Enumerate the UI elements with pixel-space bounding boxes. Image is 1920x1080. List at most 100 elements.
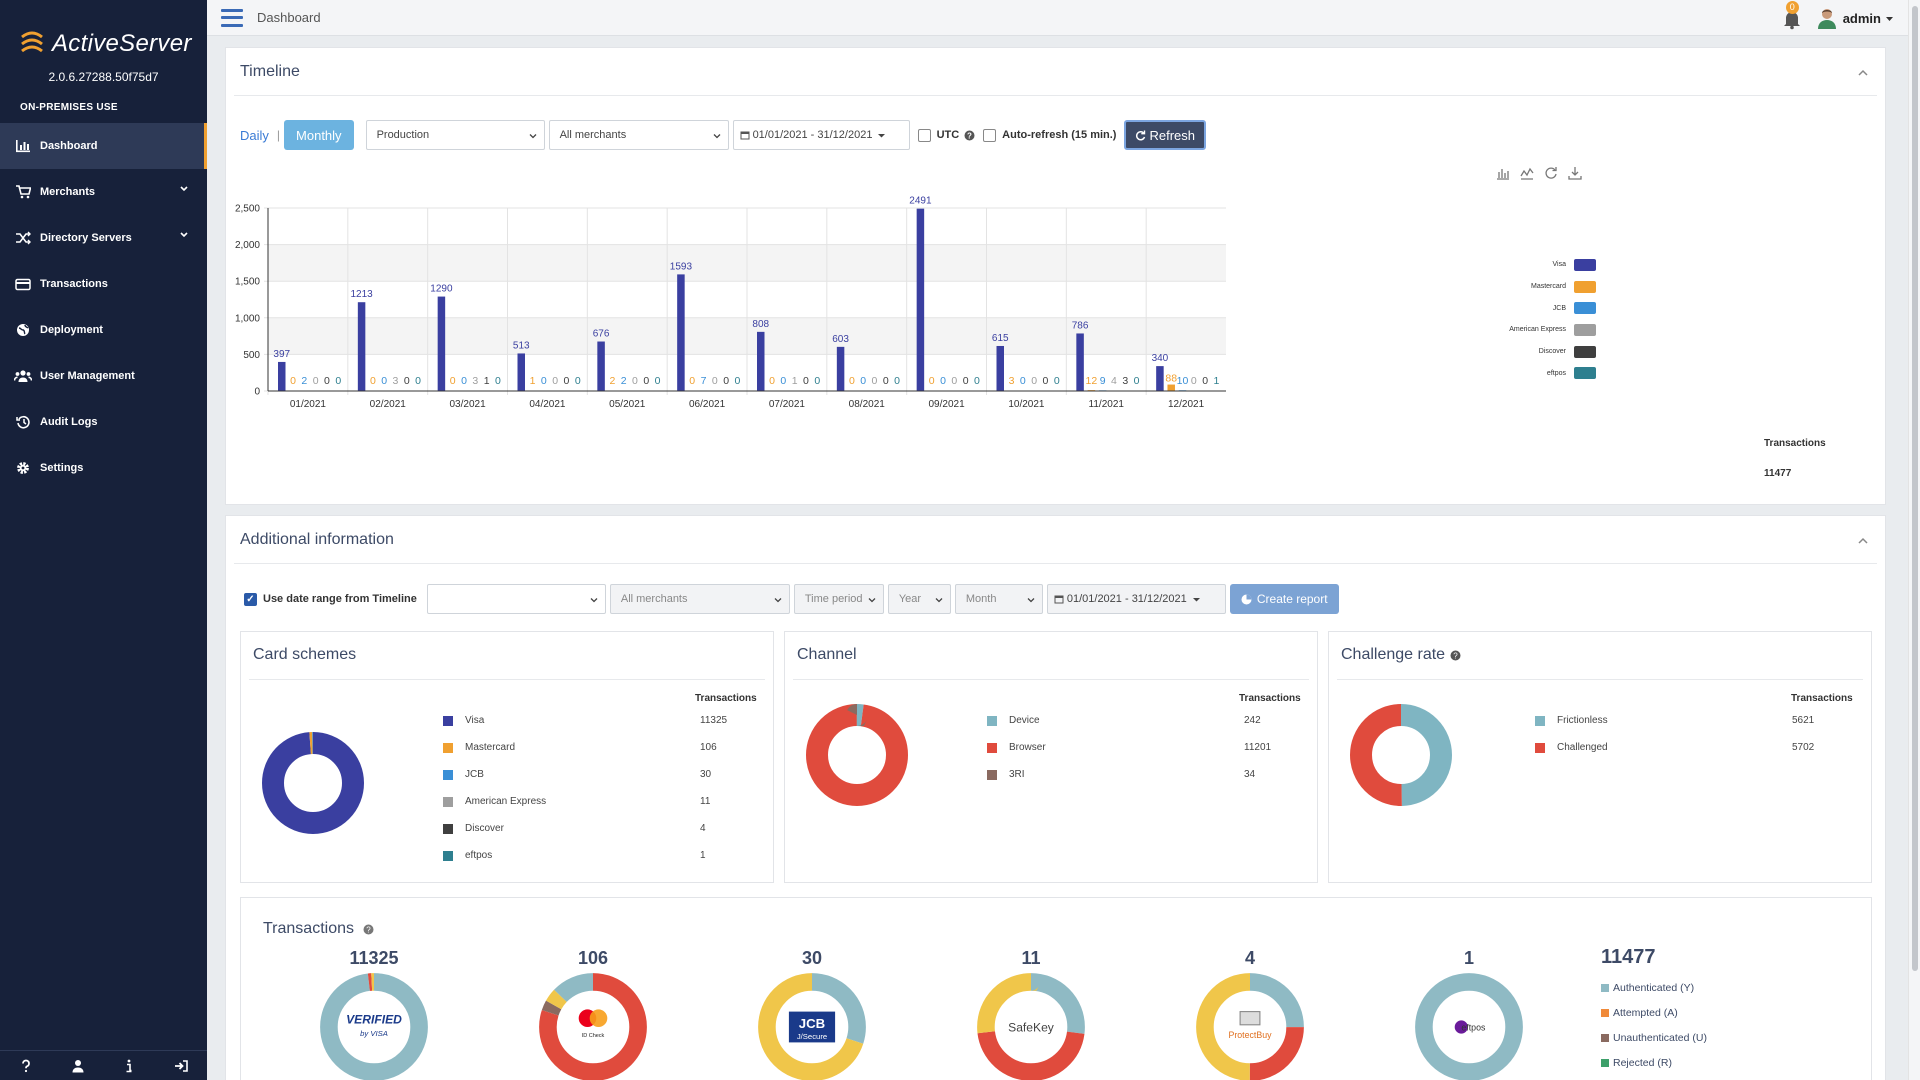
legend-label: Browser: [1009, 742, 1046, 753]
y-tick-label: 1,000: [235, 313, 260, 324]
data-label: 0: [404, 375, 410, 387]
channel-header: Transactions: [1239, 693, 1301, 704]
panel-title: Timeline: [234, 48, 1877, 96]
autorefresh-checkbox[interactable]: Auto-refresh (15 min.): [983, 128, 1116, 142]
legend-row[interactable]: Challenged 5702: [1535, 734, 1814, 761]
legend-value: 30: [700, 769, 712, 780]
legend-row[interactable]: Mastercard 106: [443, 734, 727, 761]
sidebar-item-dashboard[interactable]: Dashboard: [0, 123, 207, 169]
legend-value: 242: [1244, 715, 1261, 726]
collapse-icon[interactable]: [1857, 536, 1869, 546]
x-tick-label: 03/2021: [450, 399, 487, 410]
menu-toggle-icon[interactable]: [221, 8, 243, 27]
merchants-select[interactable]: All merchants: [609, 584, 790, 614]
legend-row[interactable]: Unauthenticated (U): [1601, 1025, 1707, 1050]
user-icon[interactable]: [68, 1056, 88, 1076]
legend-swatch: [1574, 258, 1596, 271]
help-circle-icon[interactable]: ?: [363, 924, 374, 935]
legend-row[interactable]: Device 242: [987, 707, 1271, 734]
notification-bell-icon[interactable]: 0: [1781, 1, 1805, 30]
data-label: 4: [1111, 375, 1117, 387]
date-range-picker[interactable]: 01/01/2021 - 31/12/2021: [732, 120, 910, 150]
data-label: 2: [621, 375, 627, 387]
sidebar-item-merchants[interactable]: Merchants: [0, 169, 207, 215]
month-select[interactable]: Month: [954, 584, 1043, 614]
logout-icon[interactable]: [171, 1056, 191, 1076]
page-scrollbar[interactable]: [1908, 0, 1920, 1080]
transactions-summary-label: Transactions: [1764, 438, 1826, 449]
line-chart-toggle-icon[interactable]: [1520, 166, 1534, 180]
legend-row[interactable]: Frictionless 5621: [1535, 707, 1814, 734]
info-icon[interactable]: [119, 1056, 139, 1076]
legend-item[interactable]: American Express: [1486, 319, 1596, 341]
legend-label: American Express: [465, 796, 547, 807]
legend-row[interactable]: eftpos 1: [443, 842, 727, 869]
utc-checkbox[interactable]: UTC ?: [917, 128, 976, 142]
legend-item[interactable]: Mastercard: [1486, 276, 1596, 298]
time-period-select[interactable]: Time period: [793, 584, 884, 614]
legend-swatch: [443, 742, 453, 753]
bar: [597, 341, 605, 391]
sidebar-item-user-management[interactable]: User Management: [0, 353, 207, 399]
create-report-button[interactable]: Create report: [1229, 584, 1339, 614]
bar-chart-toggle-icon[interactable]: [1496, 166, 1510, 180]
merchants-select[interactable]: All merchants: [548, 120, 729, 150]
refresh-button[interactable]: Refresh: [1124, 120, 1206, 150]
mastercard-id-check-logo: ID Check: [578, 1009, 608, 1039]
legend-label: eftpos: [1546, 369, 1566, 377]
use-date-range-checkbox[interactable]: ✓ Use date range from Timeline: [244, 592, 417, 606]
cart-icon: [14, 184, 32, 200]
legend-row[interactable]: Attempted (A): [1601, 1000, 1707, 1025]
data-label: 340: [1152, 353, 1169, 364]
data-label: 0: [1202, 375, 1208, 387]
legend-row[interactable]: Authenticated (Y): [1601, 975, 1707, 1000]
help-icon[interactable]: [16, 1056, 36, 1076]
legend-swatch: [1535, 715, 1545, 726]
app-logo[interactable]: ActiveServer: [0, 0, 207, 62]
year-select[interactable]: Year: [887, 584, 951, 614]
legend-row[interactable]: American Express 11: [443, 788, 727, 815]
sidebar-item-settings[interactable]: Settings: [0, 445, 207, 491]
environment-select[interactable]: [426, 584, 606, 614]
collapse-icon[interactable]: [1857, 68, 1869, 78]
legend-row[interactable]: Browser 11201: [987, 734, 1271, 761]
legend-label: Discover: [1538, 348, 1566, 356]
data-label: 0: [883, 375, 889, 387]
caret-down-icon[interactable]: [1885, 14, 1894, 23]
daily-toggle[interactable]: Daily: [240, 127, 269, 143]
legend-item[interactable]: JCB: [1486, 297, 1596, 319]
legend-item[interactable]: Visa: [1486, 254, 1596, 276]
card-schemes-header: Transactions: [695, 693, 757, 704]
donut-slice: [320, 973, 428, 1080]
donut-slice: [806, 704, 908, 806]
data-label: 2491: [909, 196, 932, 207]
data-label: 0: [929, 375, 935, 387]
donut-slice: [262, 732, 364, 834]
legend-item[interactable]: Discover: [1486, 341, 1596, 363]
help-circle-icon[interactable]: ?: [1450, 650, 1461, 661]
user-menu[interactable]: admin: [1842, 10, 1881, 26]
legend-row[interactable]: Visa 11325: [443, 707, 727, 734]
avatar[interactable]: [1817, 7, 1837, 29]
legend-row[interactable]: Rejected (R): [1601, 1050, 1707, 1075]
data-label: 0: [951, 375, 957, 387]
monthly-toggle[interactable]: Monthly: [284, 120, 354, 150]
scheme-count: 30: [801, 948, 823, 968]
download-icon[interactable]: [1568, 166, 1582, 180]
legend-swatch: [1601, 1033, 1609, 1042]
date-range-picker[interactable]: 01/01/2021 - 31/12/2021: [1046, 584, 1226, 614]
legend-row[interactable]: 3RI 34: [987, 761, 1271, 788]
chevron-down-icon: [713, 134, 721, 139]
restore-icon[interactable]: [1544, 166, 1558, 180]
donut-slice: [1415, 973, 1523, 1080]
legend-row[interactable]: Discover 4: [443, 815, 727, 842]
chevron-down-icon: [935, 598, 943, 603]
environment-select[interactable]: Production: [365, 120, 545, 150]
legend-row[interactable]: JCB 30: [443, 761, 727, 788]
legend-swatch: [1601, 1058, 1609, 1067]
sidebar-item-deployment[interactable]: Deployment: [0, 307, 207, 353]
sidebar-item-transactions[interactable]: Transactions: [0, 261, 207, 307]
sidebar-item-directory-servers[interactable]: Directory Servers: [0, 215, 207, 261]
legend-item[interactable]: eftpos: [1486, 362, 1596, 384]
sidebar-item-audit-logs[interactable]: Audit Logs: [0, 399, 207, 445]
